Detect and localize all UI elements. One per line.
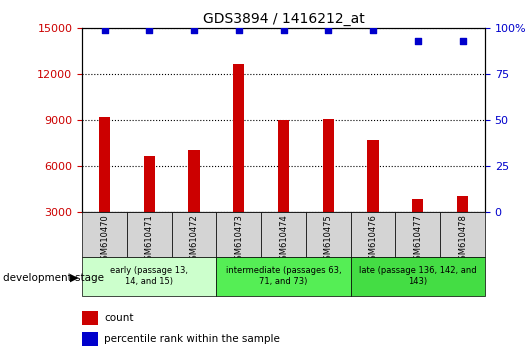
Point xyxy=(145,27,154,33)
Bar xyxy=(172,212,216,257)
Point xyxy=(324,27,332,33)
Point xyxy=(235,27,243,33)
Bar xyxy=(82,332,98,346)
Text: GSM610475: GSM610475 xyxy=(324,215,333,266)
Bar xyxy=(216,257,351,296)
Bar xyxy=(440,212,485,257)
Text: GSM610477: GSM610477 xyxy=(413,215,422,266)
Text: count: count xyxy=(104,313,134,323)
Bar xyxy=(457,195,468,212)
Point xyxy=(458,38,467,44)
Bar xyxy=(412,199,423,212)
Bar xyxy=(395,212,440,257)
Bar xyxy=(306,212,351,257)
Bar xyxy=(127,212,172,257)
Bar xyxy=(189,149,200,212)
Point xyxy=(100,27,109,33)
Text: GSM610471: GSM610471 xyxy=(145,215,154,266)
Point xyxy=(279,27,288,33)
Bar xyxy=(261,212,306,257)
Bar xyxy=(233,64,244,212)
Text: GSM610476: GSM610476 xyxy=(368,215,377,266)
Bar xyxy=(367,140,378,212)
Text: development stage: development stage xyxy=(3,273,104,283)
Bar xyxy=(351,257,485,296)
Bar xyxy=(82,212,127,257)
Title: GDS3894 / 1416212_at: GDS3894 / 1416212_at xyxy=(202,12,365,26)
Bar xyxy=(82,257,216,296)
Text: early (passage 13,
14, and 15): early (passage 13, 14, and 15) xyxy=(110,267,188,286)
Text: late (passage 136, 142, and
143): late (passage 136, 142, and 143) xyxy=(359,267,476,286)
Bar xyxy=(278,120,289,212)
Text: percentile rank within the sample: percentile rank within the sample xyxy=(104,334,280,344)
Bar xyxy=(323,119,334,212)
Text: GSM610478: GSM610478 xyxy=(458,215,467,266)
Bar xyxy=(82,312,98,325)
Text: GSM610470: GSM610470 xyxy=(100,215,109,266)
Bar xyxy=(99,117,110,212)
Text: GSM610474: GSM610474 xyxy=(279,215,288,266)
Bar xyxy=(351,212,395,257)
Text: GSM610472: GSM610472 xyxy=(190,215,199,266)
Point xyxy=(190,27,198,33)
Text: intermediate (passages 63,
71, and 73): intermediate (passages 63, 71, and 73) xyxy=(226,267,341,286)
Bar xyxy=(144,156,155,212)
Text: ▶: ▶ xyxy=(70,273,78,283)
Point xyxy=(413,38,422,44)
Text: GSM610473: GSM610473 xyxy=(234,215,243,266)
Point xyxy=(369,27,377,33)
Bar xyxy=(216,212,261,257)
